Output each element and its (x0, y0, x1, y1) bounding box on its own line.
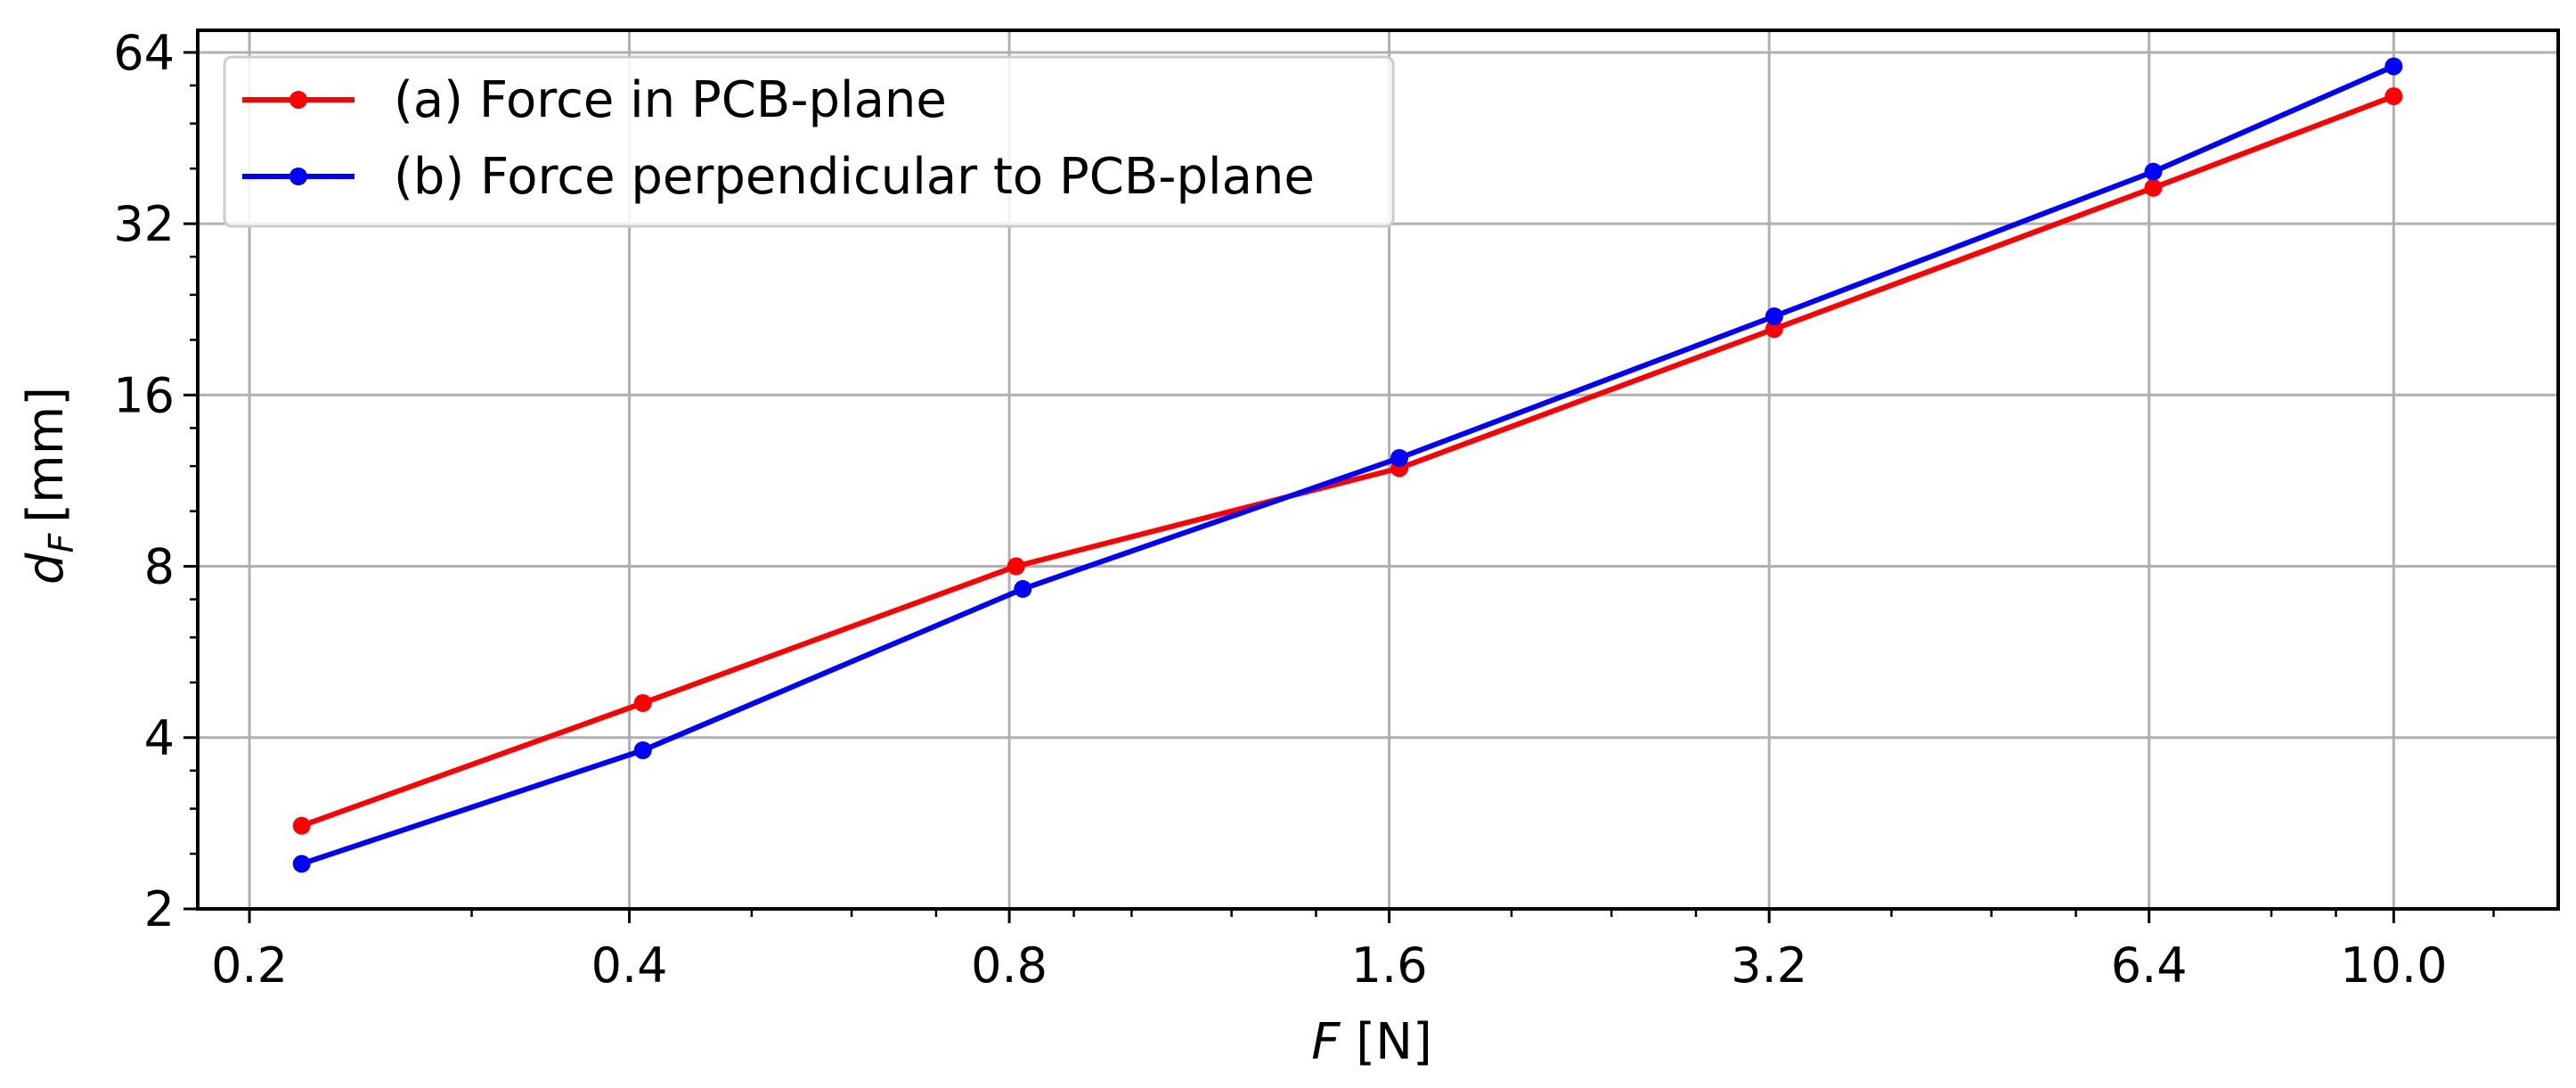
series-b-point (1765, 307, 1783, 325)
y-axis-label-var: d (17, 552, 75, 585)
x-tick-label: 0.2 (211, 937, 288, 994)
legend-box (223, 55, 1395, 228)
series-b-point (292, 855, 311, 873)
series-b-point (1014, 579, 1032, 598)
series-b-point (633, 740, 652, 759)
y-axis-label-unit: [mm] (17, 387, 75, 523)
y-tick-label: 4 (144, 710, 175, 766)
y-tick-label: 32 (113, 196, 175, 252)
series-a-point (2144, 178, 2163, 197)
plot-frame (196, 29, 2560, 911)
y-axis-label: dF [mm] (17, 387, 81, 585)
series-layer (292, 57, 2403, 873)
legend-marker-series-a (289, 91, 307, 109)
series-b-point (2384, 57, 2403, 76)
series-b-point (2144, 162, 2163, 181)
x-tick-label: 0.4 (591, 937, 668, 994)
x-axis-label-space (1340, 1013, 1356, 1071)
legend-label-series-a: (a) Force in PCB-plane (394, 71, 947, 129)
legend-label-series-b: (b) Force perpendicular to PCB-plane (394, 148, 1315, 206)
x-tick-label: 6.4 (2111, 937, 2188, 994)
x-tick-label: 1.6 (1351, 937, 1428, 994)
x-tick-label: 0.8 (971, 937, 1048, 994)
x-axis-label: F [N] (1311, 1013, 1432, 1071)
series-b-point (1390, 449, 1409, 468)
major-ticks (183, 51, 2395, 923)
series-a-point (1007, 557, 1025, 576)
y-tick-label: 8 (144, 539, 175, 595)
y-tick-label: 64 (113, 25, 175, 81)
legend-marker-series-b (289, 168, 307, 185)
y-tick-labels: 2 4 8 16 32 64 (113, 25, 175, 937)
x-tick-label: 3.2 (1731, 937, 1807, 994)
y-tick-label: 2 (144, 881, 175, 937)
x-axis-label-unit: [N] (1356, 1013, 1432, 1071)
series-a-point (2384, 87, 2403, 106)
x-axis-label-var: F (1311, 1013, 1341, 1071)
series-a-point (633, 694, 652, 713)
x-tick-labels: 0.2 0.4 0.8 1.6 3.2 6.4 10.0 (211, 937, 2447, 994)
series-a-point (292, 816, 311, 835)
x-tick-label: 10.0 (2340, 937, 2447, 994)
legend: (a) Force in PCB-plane (b) Force perpend… (223, 55, 1395, 228)
y-axis-label-sub: F (42, 533, 81, 553)
series-a-point (1765, 320, 1783, 339)
y-tick-label: 16 (113, 367, 175, 423)
